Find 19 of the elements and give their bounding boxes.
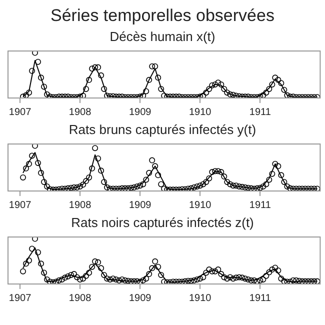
chart-subtitle: Décès humain x(t) — [108, 28, 216, 45]
chart-title: Séries temporelles observées — [50, 5, 276, 27]
x-tick-label: 1911 — [249, 292, 272, 304]
x-tick-label: 1909 — [128, 106, 152, 118]
x-tick-label: 1907 — [8, 200, 32, 211]
x-tick-label: 1911 — [249, 200, 272, 211]
chart-title: Rats noirs capturés infectés z(t) — [70, 214, 255, 231]
x-tick-label: 1908 — [68, 292, 92, 304]
x-tick-label: 1911 — [249, 106, 272, 118]
x-tick-label: 1910 — [189, 292, 212, 304]
x-tick-label: 1910 — [189, 106, 212, 118]
x-tick-label: 1908 — [68, 200, 92, 211]
x-tick-label: 1909 — [128, 292, 152, 304]
x-tick-label: 1910 — [189, 200, 212, 211]
x-tick-label: 1908 — [68, 106, 92, 118]
x-tick-label: 1907 — [8, 292, 32, 304]
x-tick-label: 1907 — [8, 106, 32, 118]
chart-title: Rats bruns capturés infectés y(t) — [68, 121, 258, 138]
x-tick-label: 1909 — [128, 200, 152, 211]
